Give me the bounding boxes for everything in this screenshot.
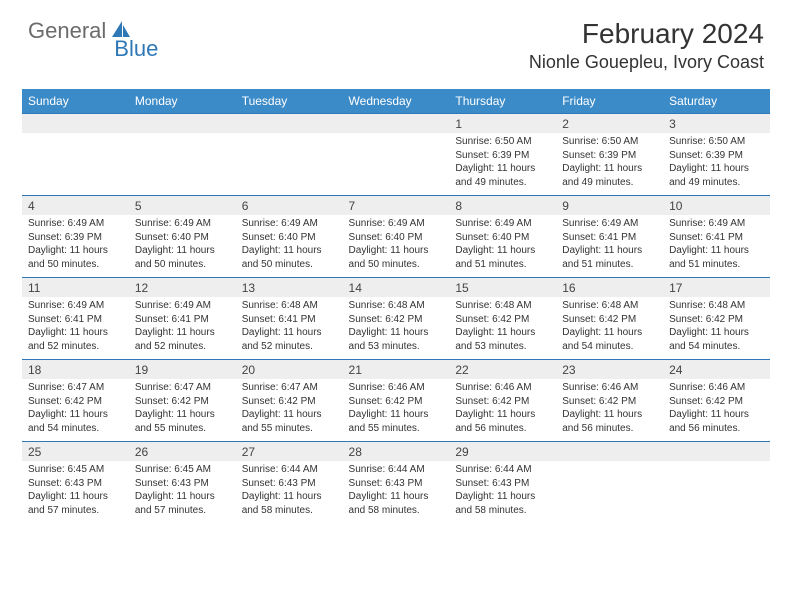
day-cell xyxy=(129,133,236,196)
day-cell: Sunrise: 6:46 AMSunset: 6:42 PMDaylight:… xyxy=(556,379,663,442)
day-cell: Sunrise: 6:47 AMSunset: 6:42 PMDaylight:… xyxy=(22,379,129,442)
day-cell: Sunrise: 6:49 AMSunset: 6:41 PMDaylight:… xyxy=(129,297,236,360)
dayhead-saturday: Saturday xyxy=(663,89,770,114)
logo-text-general: General xyxy=(28,18,106,44)
day-cell: Sunrise: 6:49 AMSunset: 6:39 PMDaylight:… xyxy=(22,215,129,278)
day-cell: Sunrise: 6:46 AMSunset: 6:42 PMDaylight:… xyxy=(663,379,770,442)
daynum-row: 2526272829 xyxy=(22,442,770,462)
daycontent-row: Sunrise: 6:49 AMSunset: 6:39 PMDaylight:… xyxy=(22,215,770,278)
daycontent-row: Sunrise: 6:45 AMSunset: 6:43 PMDaylight:… xyxy=(22,461,770,523)
day-cell: Sunrise: 6:49 AMSunset: 6:40 PMDaylight:… xyxy=(343,215,450,278)
day-cell: Sunrise: 6:50 AMSunset: 6:39 PMDaylight:… xyxy=(556,133,663,196)
day-number: 28 xyxy=(343,442,450,462)
day-number: 21 xyxy=(343,360,450,380)
day-cell: Sunrise: 6:48 AMSunset: 6:41 PMDaylight:… xyxy=(236,297,343,360)
day-cell: Sunrise: 6:44 AMSunset: 6:43 PMDaylight:… xyxy=(343,461,450,523)
day-number: 13 xyxy=(236,278,343,298)
logo-text-blue: Blue xyxy=(114,36,158,62)
day-number xyxy=(343,114,450,134)
day-number: 19 xyxy=(129,360,236,380)
day-number: 24 xyxy=(663,360,770,380)
dayhead-tuesday: Tuesday xyxy=(236,89,343,114)
day-cell: Sunrise: 6:47 AMSunset: 6:42 PMDaylight:… xyxy=(236,379,343,442)
day-cell: Sunrise: 6:49 AMSunset: 6:41 PMDaylight:… xyxy=(22,297,129,360)
logo: General Blue xyxy=(28,18,158,44)
day-number xyxy=(22,114,129,134)
day-cell: Sunrise: 6:47 AMSunset: 6:42 PMDaylight:… xyxy=(129,379,236,442)
day-cell xyxy=(556,461,663,523)
day-number: 15 xyxy=(449,278,556,298)
day-number: 6 xyxy=(236,196,343,216)
day-cell: Sunrise: 6:48 AMSunset: 6:42 PMDaylight:… xyxy=(343,297,450,360)
day-number: 9 xyxy=(556,196,663,216)
daycontent-row: Sunrise: 6:47 AMSunset: 6:42 PMDaylight:… xyxy=(22,379,770,442)
day-number: 20 xyxy=(236,360,343,380)
day-number: 10 xyxy=(663,196,770,216)
day-cell: Sunrise: 6:46 AMSunset: 6:42 PMDaylight:… xyxy=(343,379,450,442)
day-number xyxy=(129,114,236,134)
day-number: 27 xyxy=(236,442,343,462)
day-cell: Sunrise: 6:46 AMSunset: 6:42 PMDaylight:… xyxy=(449,379,556,442)
day-number: 12 xyxy=(129,278,236,298)
day-cell xyxy=(22,133,129,196)
day-number: 23 xyxy=(556,360,663,380)
day-number xyxy=(556,442,663,462)
dayhead-row: SundayMondayTuesdayWednesdayThursdayFrid… xyxy=(22,89,770,114)
day-number xyxy=(663,442,770,462)
daynum-row: 123 xyxy=(22,114,770,134)
day-number: 11 xyxy=(22,278,129,298)
day-cell: Sunrise: 6:45 AMSunset: 6:43 PMDaylight:… xyxy=(22,461,129,523)
daynum-row: 45678910 xyxy=(22,196,770,216)
day-number: 16 xyxy=(556,278,663,298)
day-cell: Sunrise: 6:49 AMSunset: 6:40 PMDaylight:… xyxy=(449,215,556,278)
month-title: February 2024 xyxy=(529,18,764,50)
day-cell xyxy=(343,133,450,196)
day-cell: Sunrise: 6:48 AMSunset: 6:42 PMDaylight:… xyxy=(663,297,770,360)
day-cell: Sunrise: 6:44 AMSunset: 6:43 PMDaylight:… xyxy=(449,461,556,523)
daycontent-row: Sunrise: 6:50 AMSunset: 6:39 PMDaylight:… xyxy=(22,133,770,196)
day-number: 3 xyxy=(663,114,770,134)
day-cell xyxy=(236,133,343,196)
day-cell: Sunrise: 6:49 AMSunset: 6:40 PMDaylight:… xyxy=(129,215,236,278)
dayhead-thursday: Thursday xyxy=(449,89,556,114)
day-number: 22 xyxy=(449,360,556,380)
day-cell: Sunrise: 6:45 AMSunset: 6:43 PMDaylight:… xyxy=(129,461,236,523)
day-number: 4 xyxy=(22,196,129,216)
day-number: 1 xyxy=(449,114,556,134)
day-number: 26 xyxy=(129,442,236,462)
day-number: 14 xyxy=(343,278,450,298)
calendar-table: SundayMondayTuesdayWednesdayThursdayFrid… xyxy=(22,89,770,523)
location: Nionle Gouepleu, Ivory Coast xyxy=(529,52,764,73)
daynum-row: 11121314151617 xyxy=(22,278,770,298)
day-number: 8 xyxy=(449,196,556,216)
dayhead-wednesday: Wednesday xyxy=(343,89,450,114)
day-number: 18 xyxy=(22,360,129,380)
day-cell: Sunrise: 6:50 AMSunset: 6:39 PMDaylight:… xyxy=(663,133,770,196)
day-cell: Sunrise: 6:49 AMSunset: 6:41 PMDaylight:… xyxy=(663,215,770,278)
day-cell: Sunrise: 6:49 AMSunset: 6:40 PMDaylight:… xyxy=(236,215,343,278)
day-cell: Sunrise: 6:48 AMSunset: 6:42 PMDaylight:… xyxy=(449,297,556,360)
header: General Blue February 2024 Nionle Gouepl… xyxy=(0,0,792,81)
day-cell: Sunrise: 6:48 AMSunset: 6:42 PMDaylight:… xyxy=(556,297,663,360)
day-number: 5 xyxy=(129,196,236,216)
day-number: 29 xyxy=(449,442,556,462)
day-cell xyxy=(663,461,770,523)
day-cell: Sunrise: 6:50 AMSunset: 6:39 PMDaylight:… xyxy=(449,133,556,196)
day-number: 2 xyxy=(556,114,663,134)
daycontent-row: Sunrise: 6:49 AMSunset: 6:41 PMDaylight:… xyxy=(22,297,770,360)
day-number xyxy=(236,114,343,134)
day-number: 17 xyxy=(663,278,770,298)
dayhead-sunday: Sunday xyxy=(22,89,129,114)
dayhead-monday: Monday xyxy=(129,89,236,114)
day-number: 25 xyxy=(22,442,129,462)
day-number: 7 xyxy=(343,196,450,216)
day-cell: Sunrise: 6:44 AMSunset: 6:43 PMDaylight:… xyxy=(236,461,343,523)
calendar-body: 123Sunrise: 6:50 AMSunset: 6:39 PMDaylig… xyxy=(22,114,770,524)
dayhead-friday: Friday xyxy=(556,89,663,114)
day-cell: Sunrise: 6:49 AMSunset: 6:41 PMDaylight:… xyxy=(556,215,663,278)
title-block: February 2024 Nionle Gouepleu, Ivory Coa… xyxy=(529,18,764,73)
daynum-row: 18192021222324 xyxy=(22,360,770,380)
